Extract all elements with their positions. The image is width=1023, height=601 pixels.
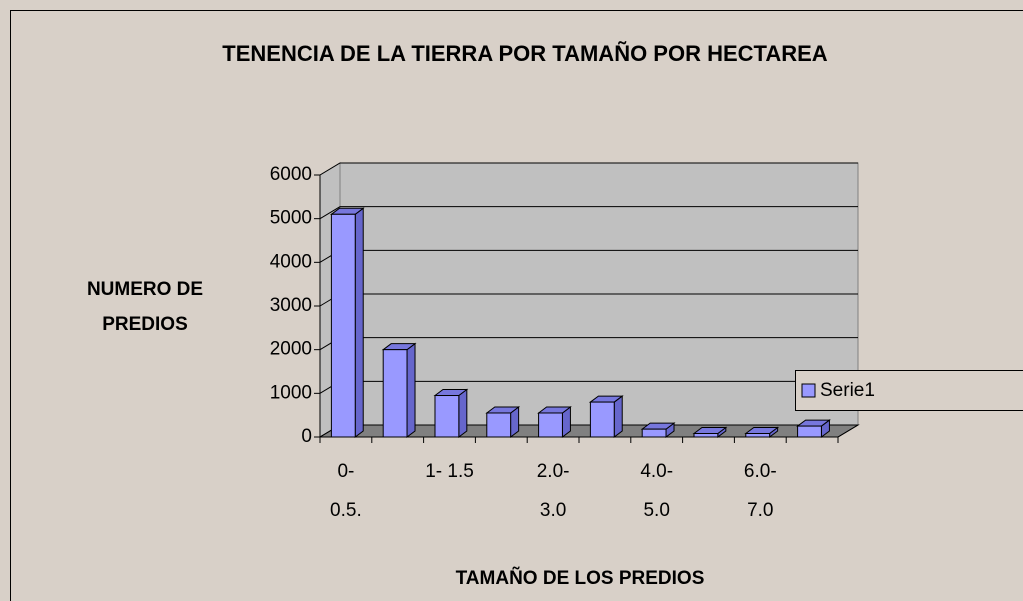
x-axis-depth [837, 424, 859, 438]
bar [486, 412, 512, 438]
chart-border [10, 10, 1023, 601]
y-axis-title: NUMERO DE PREDIOS [86, 279, 204, 335]
bar [538, 412, 563, 438]
bar [434, 395, 460, 438]
y-tick-label: 1000 [270, 382, 312, 403]
bar [330, 213, 356, 438]
x-tick-label: 1- 1.5 [425, 461, 474, 482]
bar [745, 433, 771, 438]
chart-title: TENENCIA DE LA TIERRA POR TAMAÑO POR HEC… [222, 41, 828, 66]
x-axis-title: TAMAÑO DE LOS PREDIOS [455, 568, 705, 589]
legend-swatch [801, 383, 816, 398]
y-tick-label: 2000 [270, 339, 312, 360]
bar [797, 425, 822, 438]
x-tick-label: 2.0- 3.0 [536, 461, 570, 521]
legend-label: Serie1 [820, 380, 875, 401]
y-tick-label: 3000 [270, 295, 312, 316]
bar-side [406, 342, 416, 438]
legend-box [795, 370, 1023, 411]
bar-side [458, 388, 468, 438]
x-tick-label: 0- 0.5. [330, 461, 362, 521]
bar-side [354, 207, 364, 438]
y-tick-label: 4000 [270, 251, 312, 272]
y-tick-label: 5000 [270, 208, 312, 229]
grid-line [319, 206, 858, 220]
x-tick-label: 4.0- 5.0 [640, 461, 674, 521]
grid-line [319, 162, 858, 176]
bar-side [613, 395, 623, 438]
bar [589, 401, 615, 438]
bar [382, 349, 408, 438]
y-tick-label: 6000 [270, 164, 312, 185]
x-tick-label: 6.0- 7.0 [743, 461, 777, 521]
bar [693, 433, 719, 438]
y-tick-label: 0 [301, 426, 312, 447]
bar [641, 428, 667, 438]
